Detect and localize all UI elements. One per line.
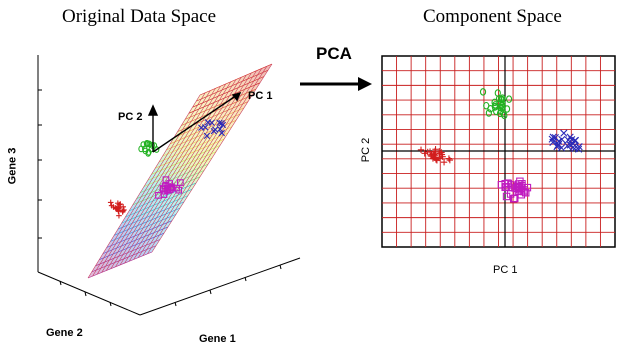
left-data-points [107,119,227,219]
pc2-axis-label: PC 2 [360,137,373,163]
mesh-line [142,68,262,256]
green-marker [498,95,506,104]
blue-marker [574,145,583,153]
green-marker [497,103,504,111]
blue-marker [575,143,583,151]
magenta-marker [516,177,524,186]
mesh-line [128,74,247,262]
gene1-label: Gene 1 [199,333,236,345]
plane-surface [88,64,272,278]
green-marker [491,98,498,107]
red-marker [440,158,448,166]
pca-label: PCA [316,44,352,63]
pc-axes-left [147,91,242,153]
left-3d-axes [37,55,301,316]
magenta-marker [509,194,518,203]
magenta-marker [175,186,183,194]
mesh-line [147,66,268,255]
mesh-line [119,79,237,266]
pca-plane [87,63,273,279]
green-marker [500,109,507,117]
red-marker [107,199,114,206]
pc1-axis-label: PC 1 [493,264,518,276]
magenta-marker [497,180,506,189]
component-space-title: Component Space [423,6,562,27]
blue-marker [218,129,226,137]
magenta-marker [164,183,172,190]
mesh-line [115,81,232,268]
mesh-line [133,72,252,260]
red-marker [426,148,434,155]
red-marker [421,150,428,157]
component-data-points [417,88,583,203]
pc2-left-label: PC 2 [118,111,143,123]
red-marker [432,156,440,163]
green-marker [483,101,490,110]
blue-marker [568,136,576,144]
red-marker [117,201,124,207]
red-marker [445,155,453,162]
blue-marker [569,143,577,151]
magenta-marker [168,184,176,192]
mesh-line [138,70,257,258]
mesh-line [151,63,273,253]
magenta-marker [168,183,175,191]
red-marker [436,148,443,155]
red-marker [116,201,123,208]
magenta-marker [507,181,515,189]
green-marker [479,88,487,96]
mesh-line [87,94,201,279]
mesh-line [96,90,211,275]
mesh-line [101,88,216,273]
green-marker [505,95,513,103]
magenta-marker [501,183,509,192]
green-marker [151,142,158,149]
blue-marker [549,133,557,141]
red-marker [417,146,425,153]
red-marker [432,149,439,157]
mesh-line [92,92,206,277]
gene3-label: Gene 3 [6,147,19,185]
blue-marker [560,129,568,137]
green-marker [485,109,492,117]
red-marker [446,156,454,164]
green-marker [149,142,156,149]
red-marker [115,206,121,212]
green-marker [491,103,499,111]
pc1-left-label: PC 1 [248,90,273,102]
red-marker [108,202,115,209]
blue-marker [198,124,205,131]
magenta-marker [176,179,184,186]
pca-arrow [300,77,372,91]
red-marker [121,207,127,213]
magenta-marker [502,192,511,201]
red-marker [427,152,435,160]
blue-marker [208,119,215,126]
blue-marker [219,121,227,129]
magenta-marker [162,176,170,184]
green-marker [145,148,152,156]
green-marker [494,89,501,97]
blue-marker [555,140,563,149]
original-space-title: Original Data Space [62,6,217,27]
magenta-marker [155,192,162,199]
green-marker [138,145,144,153]
mesh-line [124,77,242,264]
blue-marker [211,126,219,133]
blue-marker [216,119,223,127]
blue-marker [551,133,559,142]
magenta-marker [520,186,529,194]
gene2-label: Gene 2 [46,327,83,339]
blue-marker [203,132,211,140]
